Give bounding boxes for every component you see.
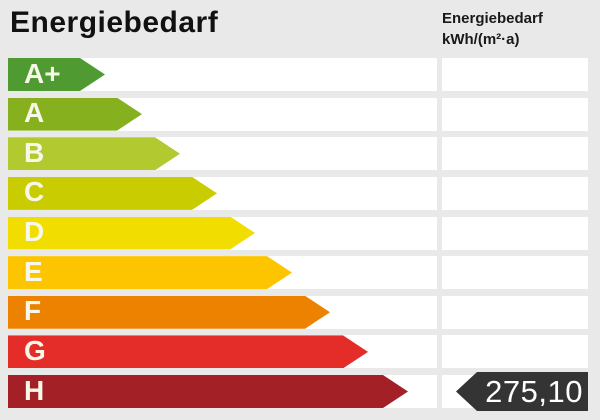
energy-class-row-f: F bbox=[0, 295, 600, 329]
energy-class-row-e: E bbox=[0, 256, 600, 290]
class-arrow-g: G bbox=[8, 335, 368, 368]
value-text: 275,10 bbox=[485, 373, 583, 409]
class-arrow-h: H bbox=[8, 375, 408, 408]
page-title: Energiebedarf bbox=[10, 6, 219, 39]
class-arrow-f: F bbox=[8, 296, 330, 329]
value-cell bbox=[442, 216, 588, 250]
class-arrow-e: E bbox=[8, 256, 292, 289]
class-label: E bbox=[24, 255, 43, 287]
scale-cell: G bbox=[8, 335, 437, 369]
value-cell bbox=[442, 97, 588, 131]
class-label: F bbox=[24, 295, 42, 327]
class-label: B bbox=[24, 136, 45, 168]
value-cell bbox=[442, 256, 588, 290]
scale-cell: H bbox=[8, 375, 437, 408]
class-arrow-a: A bbox=[8, 98, 142, 131]
energy-class-row-d: D bbox=[0, 216, 600, 250]
value-cell bbox=[442, 137, 588, 171]
energy-class-row-a-plus: A+ bbox=[0, 58, 600, 91]
energy-class-row-a: A bbox=[0, 97, 600, 131]
class-arrow-b: B bbox=[8, 137, 180, 170]
unit-label-line1: Energiebedarf bbox=[442, 10, 543, 27]
scale-cell: A bbox=[8, 97, 437, 131]
energy-class-row-b: B bbox=[0, 137, 600, 171]
energy-class-row-c: C bbox=[0, 176, 600, 210]
class-label: G bbox=[24, 334, 46, 366]
scale-cell: E bbox=[8, 256, 437, 290]
unit-label-line2: kWh/(m²·a) bbox=[442, 31, 520, 48]
class-label: C bbox=[24, 176, 45, 208]
value-cell bbox=[442, 335, 588, 369]
value-cell bbox=[442, 176, 588, 210]
class-label: A+ bbox=[24, 57, 61, 89]
scale-cell: D bbox=[8, 216, 437, 250]
value-cell bbox=[442, 58, 588, 91]
energy-class-row-h: H 275,10 bbox=[0, 372, 600, 411]
value-cell: 275,10 bbox=[442, 372, 588, 411]
value-arrow: 275,10 bbox=[456, 372, 588, 411]
class-label: D bbox=[24, 216, 45, 247]
class-label: A bbox=[24, 97, 45, 129]
class-arrow-d: D bbox=[8, 217, 255, 250]
class-label: H bbox=[24, 374, 45, 406]
energy-scale: A+ A B C bbox=[0, 58, 600, 411]
value-cell bbox=[442, 295, 588, 329]
scale-cell: A+ bbox=[8, 58, 437, 91]
scale-cell: B bbox=[8, 137, 437, 171]
class-arrow-c: C bbox=[8, 177, 217, 210]
scale-cell: C bbox=[8, 176, 437, 210]
energy-class-row-g: G bbox=[0, 335, 600, 369]
unit-label: Energiebedarf kWh/(m²·a) bbox=[442, 8, 543, 50]
header: Energiebedarf Energiebedarf kWh/(m²·a) bbox=[0, 0, 600, 58]
scale-cell: F bbox=[8, 295, 437, 329]
class-arrow-a-plus: A+ bbox=[8, 58, 105, 91]
